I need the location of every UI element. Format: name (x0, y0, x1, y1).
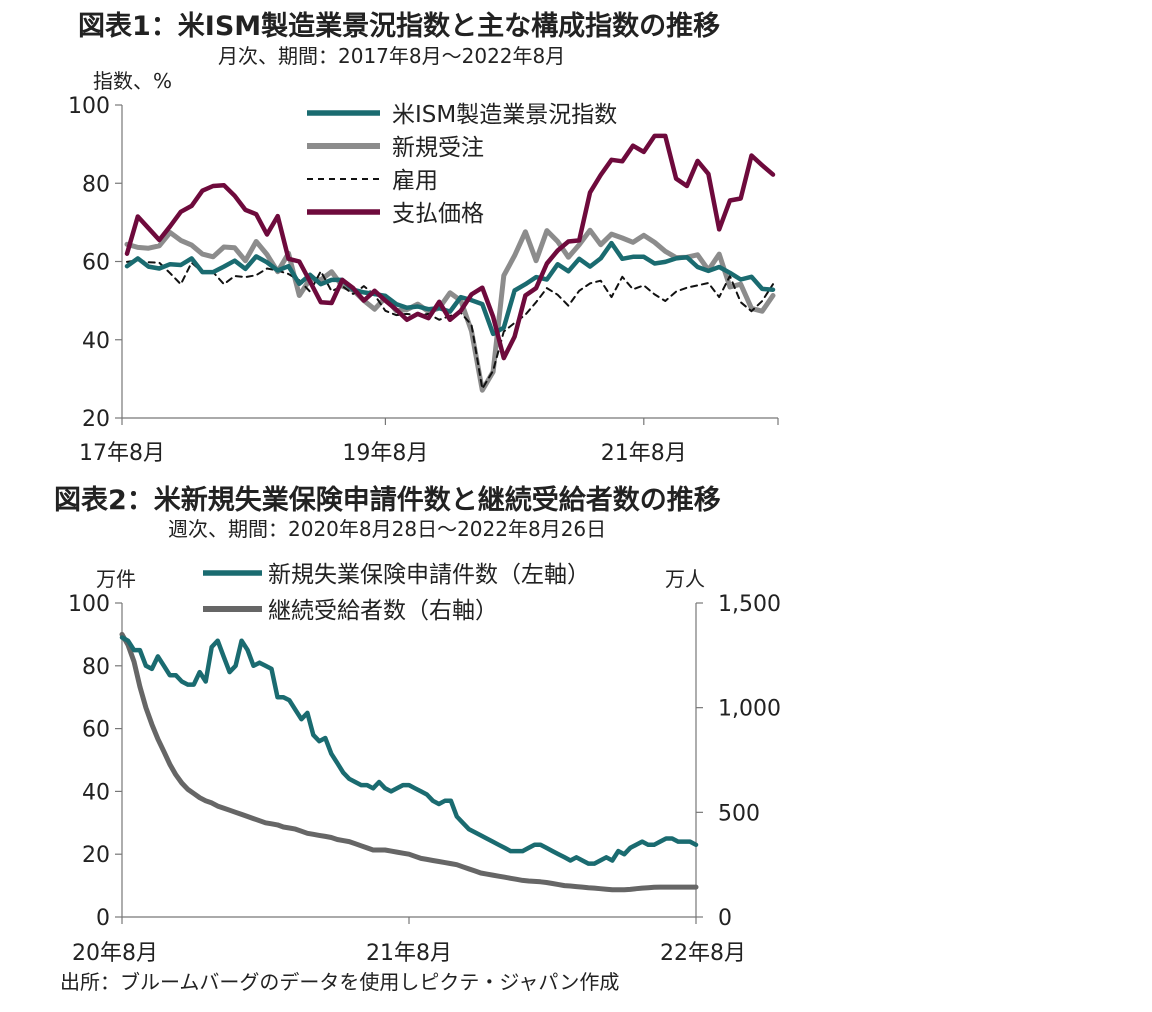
chart2-subtitle: 週次、期間：2020年8月28日～2022年8月26日 (168, 517, 607, 541)
chart2-left-tick-label: 80 (82, 655, 110, 680)
chart2-left-tick-label: 0 (96, 906, 110, 931)
chart2-series-continuing (119, 631, 699, 893)
chart2-right-tick-label: 0 (718, 906, 732, 931)
chart1-x-tick-label: 21年8月 (601, 441, 687, 466)
chart1-y-tick-label: 80 (82, 172, 110, 197)
chart2-x-tick-label: 20年8月 (72, 941, 158, 966)
chart2-left-tick-label: 100 (68, 592, 110, 617)
chart2-series-claims (119, 635, 699, 866)
chart1-x-tick-label: 17年8月 (79, 441, 165, 466)
chart1-legend-label-employment: 雇用 (392, 168, 438, 194)
source-note: 出所：ブルームバーグのデータを使用しピクテ・ジャパン作成 (60, 970, 620, 994)
chart1-y-tick-label: 20 (82, 407, 110, 432)
chart2-left-tick-label: 40 (82, 780, 110, 805)
chart1-y-tick-label: 100 (68, 94, 110, 119)
chart1-series-prices (124, 133, 776, 361)
chart2-left-tick-label: 60 (82, 718, 110, 743)
chart2-right-tick-label: 500 (718, 801, 760, 826)
chart1-title: 図表1：米ISM製造業景況指数と主な構成指数の推移 (78, 11, 721, 42)
chart1-y-axis-label: 指数、% (93, 69, 172, 93)
chart1-series-employment (126, 259, 774, 390)
chart1-legend-label-ism: 米ISM製造業景況指数 (392, 102, 617, 128)
chart1-subtitle: 月次、期間：2017年8月～2022年8月 (218, 44, 566, 68)
chart1-y-tick-label: 60 (82, 251, 110, 276)
chart2-legend-label-continuing: 継続受給者数（右軸） (268, 598, 498, 624)
chart1-series-new-orders (124, 227, 776, 393)
chart2-x-tick-label: 21年8月 (366, 941, 452, 966)
chart1-series-ism (124, 240, 776, 337)
chart1-legend-label-prices: 支払価格 (392, 201, 484, 227)
chart1-x-tick-label: 19年8月 (342, 441, 428, 466)
chart2-right-axis-label: 万人 (665, 567, 705, 591)
chart2-left-axis-label: 万件 (96, 567, 136, 591)
chart1-legend-label-new-orders: 新規受注 (392, 135, 484, 161)
chart2-right-tick-label: 1,000 (718, 697, 781, 722)
chart2-x-tick-label: 22年8月 (660, 941, 746, 966)
chart2-legend-label-claims: 新規失業保険申請件数（左軸） (268, 562, 590, 588)
chart1-y-tick-label: 40 (82, 329, 110, 354)
chart2-title: 図表2：米新規失業保険申請件数と継続受給者数の推移 (54, 485, 721, 516)
chart2-right-tick-label: 1,500 (718, 592, 781, 617)
chart2-left-tick-label: 20 (82, 843, 110, 868)
